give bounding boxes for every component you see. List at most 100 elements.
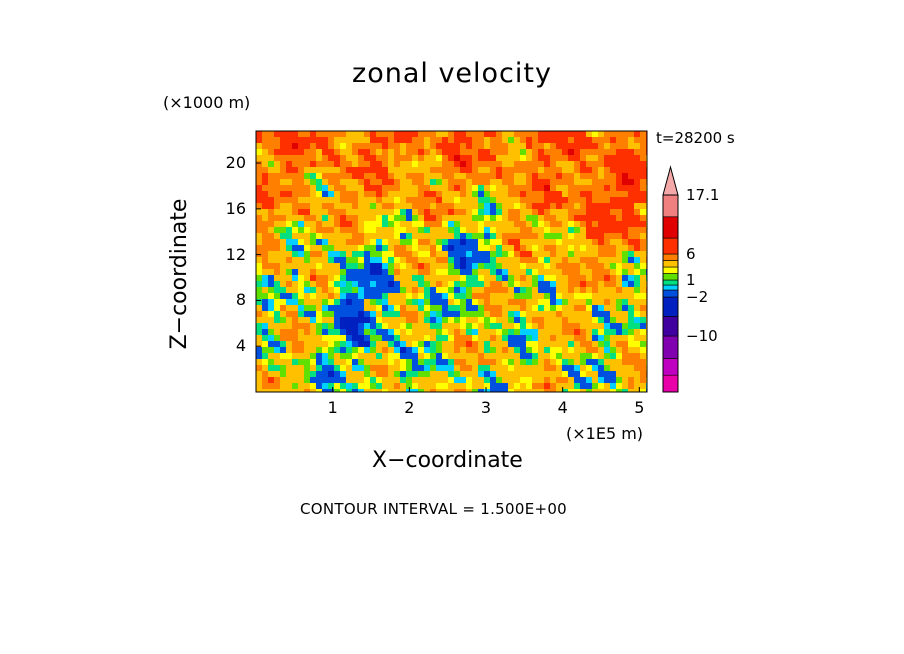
heatmap-cell <box>622 311 629 318</box>
heatmap-cell <box>412 299 419 306</box>
heatmap-cell <box>562 131 569 138</box>
heatmap-cell <box>334 167 341 174</box>
heatmap-cell <box>298 233 305 240</box>
heatmap-cell <box>364 191 371 198</box>
heatmap-cell <box>364 269 371 276</box>
heatmap-cell <box>412 149 419 156</box>
heatmap-cell <box>496 335 503 342</box>
heatmap-cell <box>442 197 449 204</box>
heatmap-cell <box>580 389 587 393</box>
heatmap-cell <box>604 359 611 366</box>
heatmap-cell <box>292 305 299 312</box>
heatmap-cell <box>568 137 575 144</box>
heatmap-cell <box>484 311 491 318</box>
heatmap-cell <box>442 347 449 354</box>
heatmap-cell <box>508 167 515 174</box>
heatmap-cell <box>262 131 269 138</box>
heatmap-cell <box>412 221 419 228</box>
heatmap-cell <box>322 287 329 294</box>
heatmap-cell <box>364 221 371 228</box>
heatmap-cell <box>496 389 503 393</box>
heatmap-cell <box>568 191 575 198</box>
heatmap-cell <box>580 383 587 390</box>
heatmap-cell <box>562 335 569 342</box>
heatmap-cell <box>610 197 617 204</box>
heatmap-cell <box>448 221 455 228</box>
heatmap-cell <box>286 347 293 354</box>
heatmap-cell <box>310 257 317 264</box>
heatmap-cell <box>526 257 533 264</box>
heatmap-cell <box>400 245 407 252</box>
heatmap-cell <box>310 341 317 348</box>
heatmap-cell <box>550 281 557 288</box>
heatmap-cell <box>568 311 575 318</box>
heatmap-cell <box>400 293 407 300</box>
heatmap-cell <box>328 143 335 150</box>
heatmap-cell <box>628 179 635 186</box>
heatmap-cell <box>292 131 299 138</box>
heatmap-cell <box>430 383 437 390</box>
heatmap-cell <box>454 161 461 168</box>
heatmap-cell <box>316 239 323 246</box>
heatmap-cell <box>586 317 593 324</box>
heatmap-cell <box>346 251 353 258</box>
heatmap-cell <box>304 203 311 210</box>
heatmap-cell <box>610 329 617 336</box>
heatmap-cell <box>478 215 485 222</box>
heatmap-cell <box>556 305 563 312</box>
heatmap-cell <box>478 161 485 168</box>
heatmap-cell <box>310 209 317 216</box>
heatmap-cell <box>586 143 593 150</box>
heatmap-cell <box>364 239 371 246</box>
heatmap-cell <box>400 305 407 312</box>
heatmap-cell <box>610 161 617 168</box>
heatmap-cell <box>376 131 383 138</box>
heatmap-cell <box>262 377 269 384</box>
heatmap-field <box>256 131 648 393</box>
heatmap-cell <box>256 365 263 372</box>
heatmap-cell <box>514 269 521 276</box>
heatmap-cell <box>358 359 365 366</box>
heatmap-cell <box>538 215 545 222</box>
heatmap-cell <box>604 197 611 204</box>
heatmap-cell <box>436 215 443 222</box>
heatmap-cell <box>550 299 557 306</box>
heatmap-cell <box>544 173 551 180</box>
heatmap-cell <box>286 335 293 342</box>
heatmap-cell <box>280 209 287 216</box>
heatmap-cell <box>574 191 581 198</box>
heatmap-cell <box>376 167 383 174</box>
heatmap-cell <box>442 245 449 252</box>
heatmap-cell <box>544 233 551 240</box>
heatmap-cell <box>484 353 491 360</box>
heatmap-cell <box>364 311 371 318</box>
heatmap-cell <box>346 299 353 306</box>
heatmap-cell <box>358 191 365 198</box>
heatmap-cell <box>454 137 461 144</box>
heatmap-cell <box>502 263 509 270</box>
heatmap-cell <box>268 287 275 294</box>
heatmap-cell <box>502 305 509 312</box>
heatmap-cell <box>364 185 371 192</box>
heatmap-cell <box>304 251 311 258</box>
heatmap-cell <box>580 287 587 294</box>
heatmap-cell <box>310 347 317 354</box>
heatmap-cell <box>310 305 317 312</box>
heatmap-cell <box>406 203 413 210</box>
heatmap-cell <box>628 173 635 180</box>
heatmap-cell <box>592 131 599 138</box>
heatmap-cell <box>400 239 407 246</box>
heatmap-cell <box>310 227 317 234</box>
heatmap-cell <box>334 281 341 288</box>
heatmap-cell <box>394 347 401 354</box>
heatmap-cell <box>544 185 551 192</box>
heatmap-cell <box>454 221 461 228</box>
heatmap-cell <box>604 149 611 156</box>
heatmap-cell <box>628 197 635 204</box>
heatmap-cell <box>310 311 317 318</box>
heatmap-cell <box>520 185 527 192</box>
heatmap-cell <box>406 239 413 246</box>
heatmap-cell <box>538 371 545 378</box>
heatmap-cell <box>538 293 545 300</box>
heatmap-cell <box>334 371 341 378</box>
